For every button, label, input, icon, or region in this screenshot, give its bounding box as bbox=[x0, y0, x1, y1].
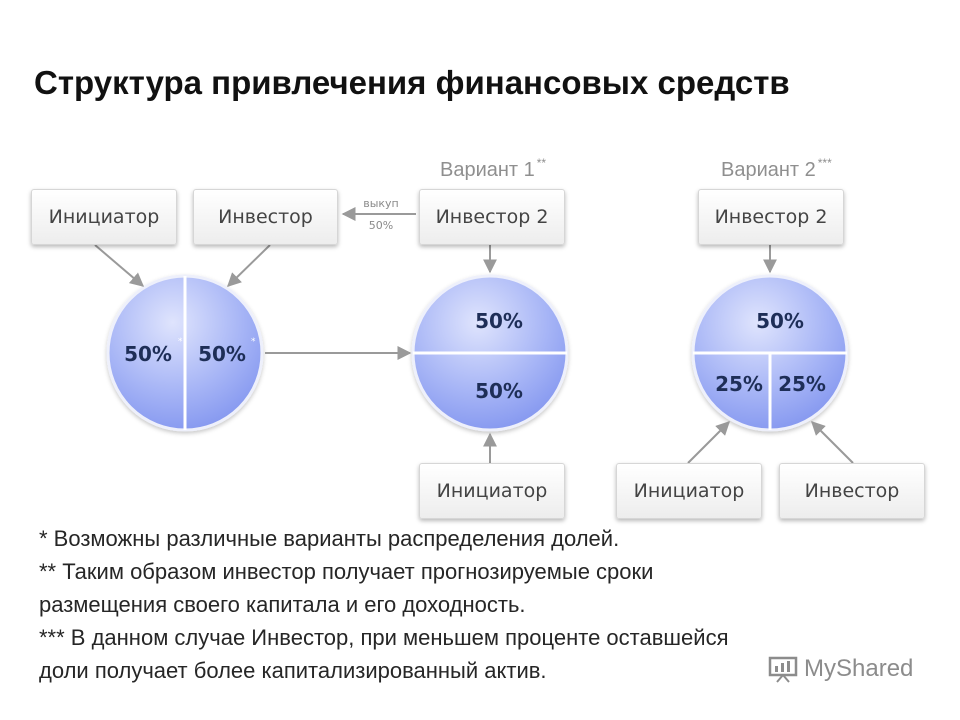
pie-variant-1: 50% 50% bbox=[411, 274, 569, 432]
variant-1-text: Вариант 1 bbox=[440, 159, 535, 181]
footnote-line-3: размещения своего капитала и его доходно… bbox=[39, 592, 526, 617]
arrow-investor-to-pie bbox=[226, 244, 271, 287]
logo-text: MyShared bbox=[804, 655, 914, 682]
pie-variant-2: 50% 25% 25% bbox=[691, 274, 849, 432]
footnote-line-4: *** В данном случае Инвестор, при меньше… bbox=[39, 625, 729, 650]
slide-title: Структура привлечения финансовых средств bbox=[34, 64, 790, 101]
buyout-share: 50% bbox=[369, 219, 393, 232]
footnote-line-2: ** Таким образом инвестор получает прогн… bbox=[39, 559, 654, 584]
pie-v2-share-bottom-right: 25% bbox=[778, 372, 826, 396]
variant-2-text: Вариант 2 bbox=[721, 159, 816, 181]
box-investor-variant-2: Инвестор bbox=[779, 463, 925, 519]
pie-left-share-b: 50% bbox=[198, 342, 246, 366]
arrow-initiator-to-pie bbox=[94, 244, 145, 287]
box-investor2-variant-1: Инвестор 2 bbox=[419, 189, 565, 245]
arrow-initiator-to-pie-v2 bbox=[687, 421, 730, 464]
pie-left-mark-b: * bbox=[251, 337, 256, 347]
box-investor-left: Инвестор bbox=[193, 189, 338, 245]
buyout-label: выкуп bbox=[363, 197, 399, 210]
footnote-line-5: доли получает более капитализированный а… bbox=[39, 658, 547, 683]
myshared-logo: MyShared bbox=[768, 655, 913, 683]
footnotes: * Возможны различные варианты распределе… bbox=[39, 522, 919, 687]
pie-v2-share-top: 50% bbox=[756, 309, 804, 333]
variant-1-label: Вариант 1 ** bbox=[440, 156, 546, 182]
variant-1-mark: ** bbox=[536, 156, 547, 170]
variant-2-label: Вариант 2 *** bbox=[721, 156, 832, 182]
arrow-investor-to-pie-v2 bbox=[811, 421, 854, 464]
footnote-line-1: * Возможны различные варианты распределе… bbox=[39, 526, 620, 551]
box-investor2-variant-2: Инвестор 2 bbox=[698, 189, 844, 245]
variant-2-mark: *** bbox=[817, 156, 832, 170]
presentation-board-icon bbox=[768, 656, 798, 683]
pie-left-share-a: 50% bbox=[124, 342, 172, 366]
arrows bbox=[94, 207, 854, 464]
pie-v1-share-top: 50% bbox=[475, 309, 523, 333]
pie-v1-share-bottom: 50% bbox=[475, 379, 523, 403]
pie-v2-share-bottom-left: 25% bbox=[715, 372, 763, 396]
box-initiator-variant-1: Инициатор bbox=[419, 463, 565, 519]
pie-left: 50% * 50% * bbox=[106, 274, 264, 432]
box-initiator-variant-2: Инициатор bbox=[616, 463, 762, 519]
pie-left-mark-a: * bbox=[178, 337, 183, 347]
box-initiator-left: Инициатор bbox=[31, 189, 177, 245]
